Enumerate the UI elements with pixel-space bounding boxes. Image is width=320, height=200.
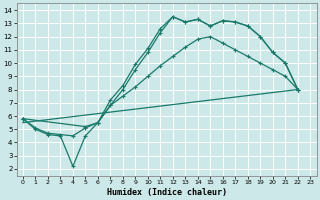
X-axis label: Humidex (Indice chaleur): Humidex (Indice chaleur) — [107, 188, 227, 197]
